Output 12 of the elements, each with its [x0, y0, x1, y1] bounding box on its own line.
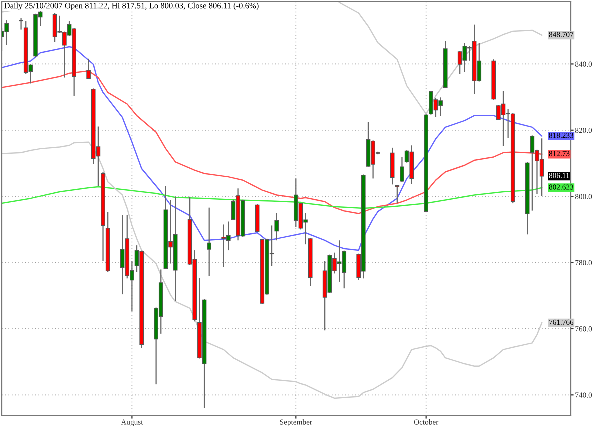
candlestick	[86, 58, 91, 80]
chart-title: Daily 25/10/2007 Open 811.22, Hi 817.51, Lo 800.03, Close 806.11 (-0.6%)	[4, 2, 259, 10]
candlestick	[400, 156, 404, 183]
candlestick	[207, 207, 212, 277]
line-series	[2, 142, 543, 400]
candlestick	[4, 20, 9, 46]
candlestick	[19, 18, 24, 30]
candlestick	[395, 184, 400, 204]
line-series	[2, 70, 543, 214]
candlestick	[274, 212, 280, 242]
line-series	[2, 186, 543, 210]
line-series	[2, 46, 543, 252]
